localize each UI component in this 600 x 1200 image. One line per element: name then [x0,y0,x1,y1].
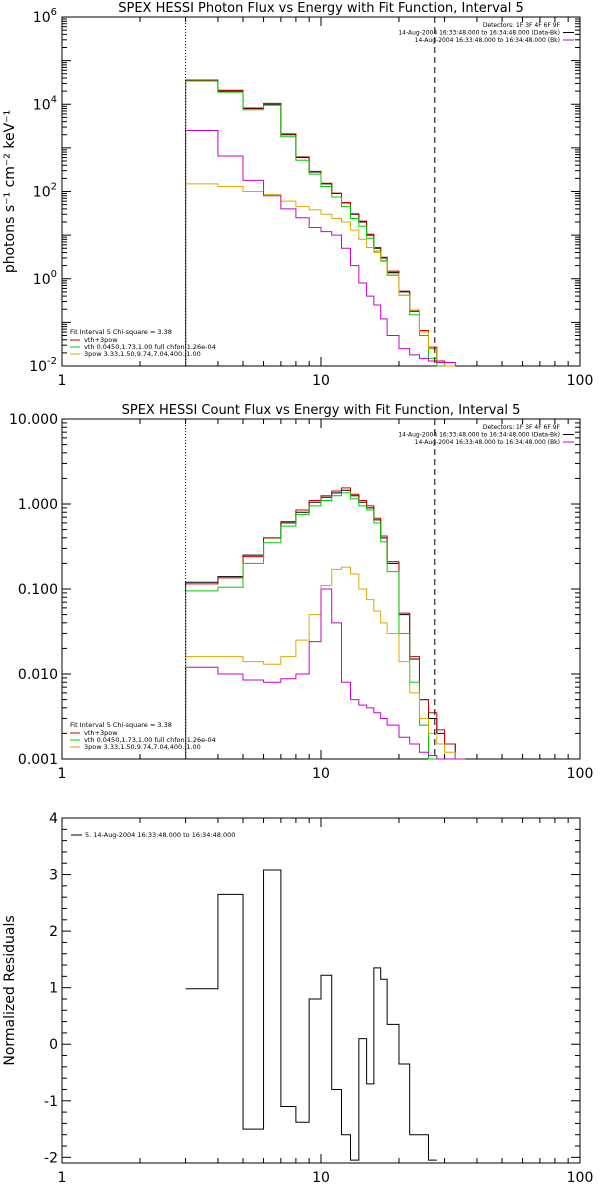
panel-3: Normalized Residuals 1 10 100 -2 -1 0 1 2 3 4 5. 14… [2,811,593,1186]
header-line-2: 14-Aug-2004 16:33:48.000 to 16:34:48.000… [398,30,560,37]
series-1-line [185,869,437,1161]
y-tick-label: 2 [49,924,58,940]
panel-1: SPEX HESSI Photon Flux vs Energy with Fi… [2,1,593,389]
x-tick-label: 100 [567,766,594,782]
series-3-line [185,80,456,367]
series-3-line [185,492,466,760]
x-tick-label: 10 [312,766,330,782]
series-1-line [185,80,456,367]
series-2-line [185,79,456,367]
x-tick-label: 1 [58,1170,67,1186]
y-tick-label: 10-2 [29,356,57,375]
y-axis-label: Normalized Residuals [2,915,18,1065]
header-line-1: Detectors: 1F 3F 4F 6F 9F [483,424,561,431]
y-tick-label: -1 [44,1094,58,1110]
y-axis-label: photons s⁻¹ cm⁻² keV⁻¹ [2,110,18,273]
y-tick-label: 3 [49,868,58,884]
y-tick-label: 1 [49,981,58,997]
legend-item-1: vth+3pow [84,336,118,344]
y-tick-label: 102 [33,182,57,201]
y-tick-label: 1.000 [18,497,58,513]
y-tick-label: 104 [33,94,57,113]
series-4-line [185,566,466,760]
series-4-line [185,183,456,367]
y-tick-label: 4 [49,811,58,827]
y-tick-label: 100 [33,269,57,288]
x-tick-label: 10 [312,373,330,389]
legend-title: Fit Interval 5 Chi-square = 3.38 [70,328,172,336]
header-line-2: 14-Aug-2004 16:33:48.000 to 16:34:48.000… [398,432,560,439]
header-line-3: 14-Aug-2004 16:33:48.000 to 16:34:48.000… [415,439,560,446]
header-line-1: Detectors: 1F 3F 4F 6F 9F [483,22,561,29]
legend-title: Fit Interval 5 Chi-square = 3.38 [70,721,172,729]
legend-item-2: vth 0.0450,1.73,1.00 full chfon 1.26e-04 [84,343,216,351]
legend-item-3: 3pow 3.33,1.50,9.74,7.04,400.,1.00 [84,743,201,751]
x-tick-label: 1 [58,373,67,389]
panel-2: SPEX HESSI Count Flux vs Energy with Fit… [9,403,593,782]
y-tick-label: 0 [49,1037,58,1053]
y-tick-label: 0.001 [18,752,58,768]
x-tick-label: 10 [312,1170,330,1186]
chart-title: SPEX HESSI Count Flux vs Energy with Fit… [122,403,521,418]
legend-item-3: 3pow 3.33,1.50,9.74,7.04,400.,1.00 [84,350,201,358]
chart-title: SPEX HESSI Photon Flux vs Energy with Fi… [118,1,524,16]
y-tick-label: 10.000 [9,412,58,428]
x-tick-label: 1 [58,766,67,782]
y-tick-label: 106 [33,7,57,26]
y-tick-label: 0.010 [18,667,58,683]
plot-frame [61,16,581,367]
x-tick-label: 100 [567,1170,594,1186]
legend-item-2: vth 0.0450,1.73,1.00 full chfon 1.26e-04 [84,736,216,744]
header-line-3: 14-Aug-2004 16:33:48.000 to 16:34:48.000… [415,37,560,44]
legend-item-1: vth+3pow [84,729,118,737]
x-tick-label: 100 [567,373,594,389]
series-5-line [185,130,456,366]
legend-item-1: 5. 14-Aug-2004 16:33:48.000 to 16:34:48.… [85,831,235,839]
y-tick-label: 0.100 [18,582,58,598]
y-tick-label: -2 [44,1150,58,1166]
series-5-line [185,588,466,760]
